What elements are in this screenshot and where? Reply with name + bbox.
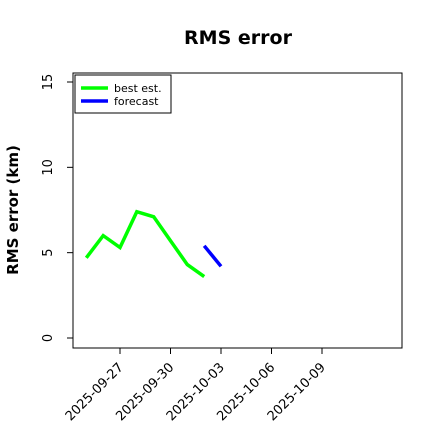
- y-axis-ticks: 0 5 10 15: [41, 74, 73, 342]
- legend: best est. forecast: [74, 74, 172, 114]
- series-line-best-est: [84, 209, 206, 279]
- y-tick-label: 15: [41, 74, 56, 91]
- y-tick-label: 5: [41, 249, 56, 257]
- y-tick-label: 10: [41, 159, 56, 176]
- legend-label-best-est: best est.: [114, 82, 162, 95]
- series-line-forecast: [202, 244, 223, 268]
- plot-frame: [72, 72, 403, 349]
- y-axis-label: RMS error (km): [4, 145, 22, 275]
- series-layer: [84, 209, 223, 279]
- legend-label-forecast: forecast: [114, 95, 159, 108]
- x-axis-ticks: 2025-09-272025-09-302025-10-032025-10-06…: [63, 348, 329, 424]
- chart-title: RMS error: [184, 27, 293, 49]
- y-tick-label: 0: [41, 334, 56, 342]
- legend-box: [74, 74, 172, 114]
